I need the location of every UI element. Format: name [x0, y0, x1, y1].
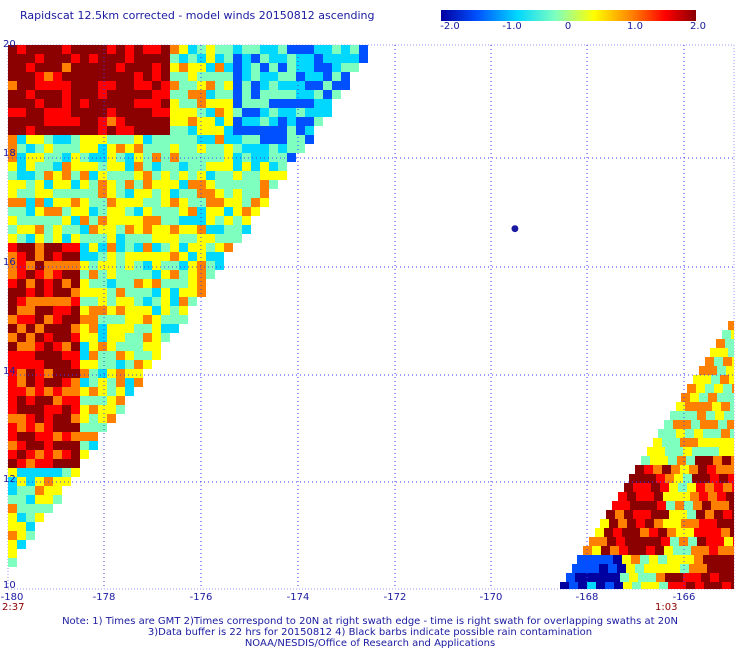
- swath-data: [8, 45, 734, 589]
- lat-label: 16: [3, 257, 16, 268]
- lat-label: 18: [3, 148, 16, 159]
- lon-label: -166: [672, 592, 696, 603]
- lon-label: -178: [92, 592, 116, 603]
- colorbar: [441, 10, 696, 21]
- lat-label: 12: [3, 474, 16, 485]
- swath-time-right: 1:03: [655, 602, 678, 613]
- colorbar-ticks: -2.0 -1.0 0 1.0 2.0: [0, 21, 740, 35]
- lat-label: 20: [3, 39, 16, 50]
- footnote-line: NOAA/NESDIS/Office of Research and Appli…: [244, 638, 496, 649]
- lon-label: -172: [383, 592, 407, 603]
- colorbar-tick: 0: [564, 21, 572, 32]
- colorbar-tick: 2.0: [690, 21, 706, 32]
- swath-time-left: 2:37: [2, 602, 25, 613]
- colorbar-tick: -2.0: [440, 21, 460, 32]
- colorbar-tick: 1.0: [627, 21, 643, 32]
- graticule: [8, 45, 734, 589]
- lat-label: 14: [3, 366, 16, 377]
- lon-label: -170: [479, 592, 503, 603]
- colorbar-tick: -1.0: [502, 21, 522, 32]
- footnote-line: Note: 1) Times are GMT 2)Times correspon…: [62, 616, 678, 627]
- lon-label: -174: [286, 592, 310, 603]
- island-marker: ●: [511, 224, 519, 234]
- lon-label: -180: [0, 592, 24, 603]
- footnote-line: 3)Data buffer is 22 hrs for 20150812 4) …: [147, 627, 593, 638]
- lat-label: 10: [3, 580, 16, 591]
- lon-label: -176: [189, 592, 213, 603]
- lon-label: -168: [575, 592, 599, 603]
- map-title: Rapidscat 12.5km corrected - model winds…: [20, 9, 375, 22]
